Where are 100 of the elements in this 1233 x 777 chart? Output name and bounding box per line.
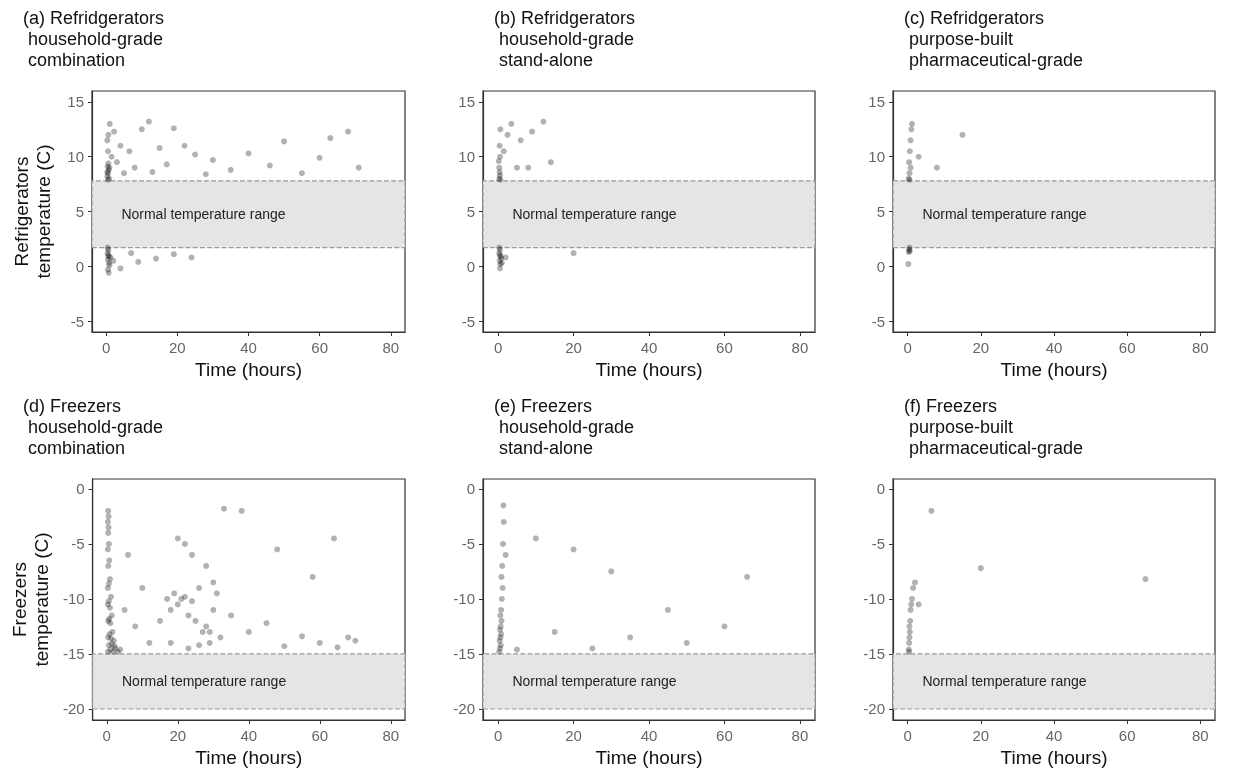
x-axis-title: Time (hours) [595,747,703,768]
point [502,254,509,261]
x-tick-label: 40 [640,727,658,744]
x-tick-label: 60 [311,339,328,356]
x-tick-label: 80 [382,339,400,356]
point [915,153,922,160]
point [608,568,615,575]
point [499,584,506,591]
x-axis-title: Time (hours) [195,359,302,380]
x-tick-label: 20 [565,339,582,356]
x-tick-label: 20 [565,727,582,744]
point [909,120,916,127]
point [495,158,502,165]
point [266,162,273,169]
x-tick-label: 60 [716,727,733,744]
x-tick-label: 20 [169,727,187,744]
x-tick-label: 80 [1192,727,1209,744]
point [906,639,913,646]
point [517,137,524,144]
point [540,118,547,125]
y-tick-label: -20 [62,700,85,718]
point [928,507,935,514]
point [910,584,917,591]
x-tick-label: 40 [240,727,258,744]
point [570,250,577,257]
x-tick-label: 40 [1045,339,1063,356]
point [106,120,113,127]
y-axis-title: Freezers temperature (C) [8,532,52,667]
y-tick-label: -10 [863,590,885,608]
point [149,169,156,176]
point [664,606,671,613]
x-tick-label: 80 [791,339,809,356]
chart-title: (b) Refridgerators household-grade stand-alone [494,7,636,70]
y-tick-label: -20 [453,700,475,718]
y-tick-label: -5 [71,535,85,553]
point [532,535,539,542]
y-tick-label: 0 [76,480,85,498]
point [570,546,577,553]
x-tick-label: 80 [791,727,809,744]
x-tick-label: 60 [1118,727,1136,744]
y-tick-label: 10 [458,148,475,166]
point [496,142,503,149]
chart-title: (a) Refridgerators household-grade combination [23,7,165,70]
x-tick-label: 60 [1118,339,1136,356]
band-label: Normal temperature range [922,673,1087,690]
point [117,265,124,272]
point [498,573,505,580]
x-tick-label: 0 [493,727,503,744]
y-tick-label: -5 [70,312,84,330]
point [111,128,118,135]
y-tick-label: 15 [67,93,84,111]
x-tick-label: 20 [972,339,990,356]
x-axis-title: Time (hours) [195,747,303,768]
point [907,617,914,624]
y-tick-label: 15 [868,93,885,111]
point [227,166,234,173]
point [131,164,138,171]
point [907,606,914,613]
point [498,606,505,613]
point [188,254,195,261]
point [145,118,152,125]
point [508,120,515,127]
point [551,628,558,635]
point [113,159,120,166]
point [502,551,509,558]
point [959,131,966,138]
point [281,138,288,145]
point [908,126,915,133]
point [181,142,188,149]
y-tick-label: 5 [876,203,885,220]
point [744,573,751,580]
point [589,645,596,652]
chart-title: (f) Freezers purpose-built pharmaceutical-grade [904,395,1084,458]
point [915,601,922,608]
x-tick-label: 80 [1192,339,1209,356]
y-tick-label: -15 [863,645,885,663]
y-tick-label: -10 [453,590,475,608]
x-axis-title: Time (hours) [1000,747,1108,768]
x-tick-label: 20 [169,339,186,356]
point [209,157,216,164]
y-tick-label: 5 [75,203,84,220]
point [498,617,505,624]
y-tick-label: 0 [466,257,475,275]
point [500,148,507,155]
y-tick-label: 15 [458,93,475,111]
point [500,540,506,547]
x-tick-label: 0 [493,339,503,356]
y-tick-label: -5 [461,312,475,330]
point [499,562,506,569]
y-tick-label: 5 [466,203,475,220]
x-tick-label: 40 [640,339,658,356]
point [683,639,690,646]
point [316,154,323,161]
point [117,142,124,149]
band-label: Normal temperature range [922,206,1087,223]
y-tick-label: 10 [67,148,84,166]
point [105,148,112,155]
chart-title: (c) Refridgerators purpose-built pharmaceutical-grade [904,7,1084,70]
x-tick-label: 0 [903,339,912,356]
point [498,595,505,602]
